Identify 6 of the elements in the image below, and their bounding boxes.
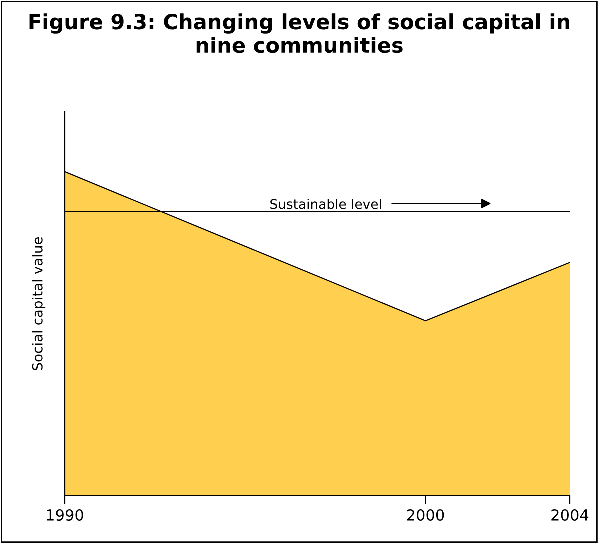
ref-line-label: Sustainable level [270, 199, 382, 210]
y-axis-title: Social capital value [32, 237, 46, 370]
chart-title: Figure 9.3: Changing levels of social capital in nine communities [30, 14, 570, 54]
x-tick-label: 2004 [552, 509, 589, 522]
x-tick-label: 2000 [407, 509, 444, 522]
x-tick-label: 1990 [47, 509, 84, 522]
